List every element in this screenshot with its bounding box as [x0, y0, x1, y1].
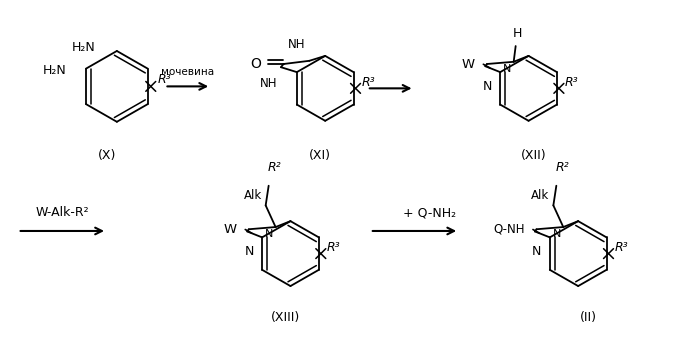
Text: NH: NH: [260, 77, 277, 90]
Text: R³: R³: [158, 73, 171, 86]
Text: N: N: [533, 245, 542, 258]
Text: N: N: [244, 245, 254, 258]
Text: Alk: Alk: [244, 189, 262, 202]
Text: W-Alk-R²: W-Alk-R²: [36, 206, 89, 219]
Text: O: O: [250, 57, 261, 71]
Text: R³: R³: [614, 241, 628, 254]
Text: H₂N: H₂N: [71, 41, 95, 54]
Text: Q-NH: Q-NH: [493, 223, 525, 236]
Text: NH: NH: [288, 38, 305, 51]
Text: N: N: [482, 80, 492, 93]
Text: H₂N: H₂N: [43, 64, 66, 77]
Text: (II): (II): [579, 311, 597, 324]
Text: (XIII): (XIII): [271, 311, 300, 324]
Text: H: H: [513, 27, 522, 40]
Text: R³: R³: [565, 76, 579, 89]
Text: W: W: [462, 58, 475, 71]
Text: R³: R³: [327, 241, 341, 254]
Text: R³: R³: [362, 76, 375, 89]
Text: N: N: [553, 229, 561, 239]
Text: W: W: [224, 223, 237, 236]
Text: R²: R²: [267, 161, 281, 174]
Text: (X): (X): [98, 149, 116, 162]
Text: N: N: [265, 229, 274, 239]
Text: (XI): (XI): [309, 149, 332, 162]
Text: R²: R²: [556, 161, 569, 174]
Text: N: N: [503, 64, 512, 74]
Text: Alk: Alk: [531, 189, 549, 202]
Text: мочевина: мочевина: [161, 66, 214, 77]
Text: + Q-NH₂: + Q-NH₂: [403, 206, 456, 219]
Text: (XII): (XII): [521, 149, 547, 162]
